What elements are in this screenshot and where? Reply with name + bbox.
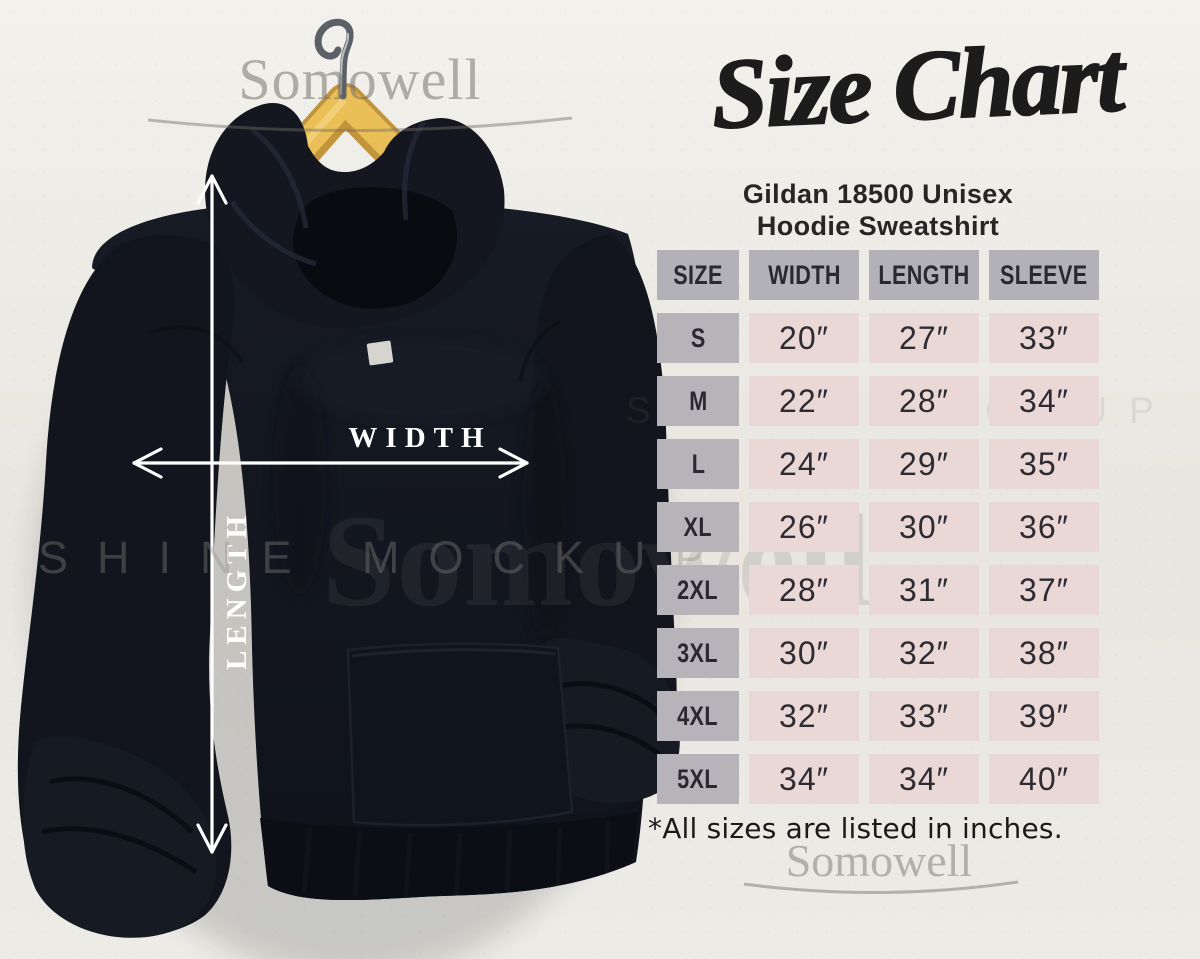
sleeve-value-cell: 35″ [989, 439, 1099, 489]
column-header-width: WIDTH [749, 250, 859, 300]
underline-swoosh-icon [743, 880, 1019, 895]
column-header-sleeve: SLEEVE [989, 250, 1099, 300]
dimension-arrows [132, 174, 529, 854]
length-value-cell: 32″ [869, 628, 979, 678]
page-title: Size Chart [708, 20, 1125, 151]
width-dimension-label: WIDTH [348, 422, 492, 454]
size-label-cell: S [657, 313, 739, 363]
size-label-cell: 2XL [657, 565, 739, 615]
hoodie-illustration [17, 18, 680, 959]
sleeve-value-cell: 36″ [989, 502, 1099, 552]
subtitle-line-1: Gildan 18500 Unisex [742, 179, 1014, 209]
width-value-cell: 28″ [749, 565, 859, 615]
size-label-cell: 5XL [657, 754, 739, 804]
sleeve-value-cell: 34″ [989, 376, 1099, 426]
kangaroo-pocket [346, 642, 574, 827]
width-value-cell: 26″ [749, 502, 859, 552]
column-header-size: SIZE [657, 250, 739, 300]
length-value-cell: 34″ [869, 754, 979, 804]
hanger-hook-icon [314, 18, 354, 100]
width-value-cell: 22″ [749, 376, 859, 426]
length-value-cell: 30″ [869, 502, 979, 552]
length-value-cell: 28″ [869, 376, 979, 426]
size-label-cell: 4XL [657, 691, 739, 741]
hem-band [260, 812, 638, 901]
length-value-cell: 27″ [869, 313, 979, 363]
size-label-cell: 3XL [657, 628, 739, 678]
sleeve-value-cell: 37″ [989, 565, 1099, 615]
width-value-cell: 34″ [749, 754, 859, 804]
length-value-cell: 29″ [869, 439, 979, 489]
size-table: SIZE WIDTH LENGTH SLEEVE S 20″ 27″ 33″ M… [657, 250, 1099, 804]
product-subtitle: Gildan 18500 Unisex Hoodie Sweatshirt [657, 178, 1099, 242]
column-header-length: LENGTH [869, 250, 979, 300]
neck-tag [366, 340, 394, 366]
sleeve-value-cell: 38″ [989, 628, 1099, 678]
length-value-cell: 31″ [869, 565, 979, 615]
sleeve-value-cell: 40″ [989, 754, 1099, 804]
width-value-cell: 30″ [749, 628, 859, 678]
width-value-cell: 32″ [749, 691, 859, 741]
sleeve-value-cell: 39″ [989, 691, 1099, 741]
hood-opening [293, 186, 457, 309]
length-dimension-label: LENGTH [221, 509, 253, 671]
width-value-cell: 24″ [749, 439, 859, 489]
length-value-cell: 33″ [869, 691, 979, 741]
hoodie-graphic [17, 103, 680, 938]
subtitle-line-2: Hoodie Sweatshirt [756, 211, 1000, 241]
size-label-cell: XL [657, 502, 739, 552]
width-value-cell: 20″ [749, 313, 859, 363]
size-label-cell: M [657, 376, 739, 426]
units-note: *All sizes are listed in inches. [648, 812, 1063, 845]
size-label-cell: L [657, 439, 739, 489]
sleeve-value-cell: 33″ [989, 313, 1099, 363]
